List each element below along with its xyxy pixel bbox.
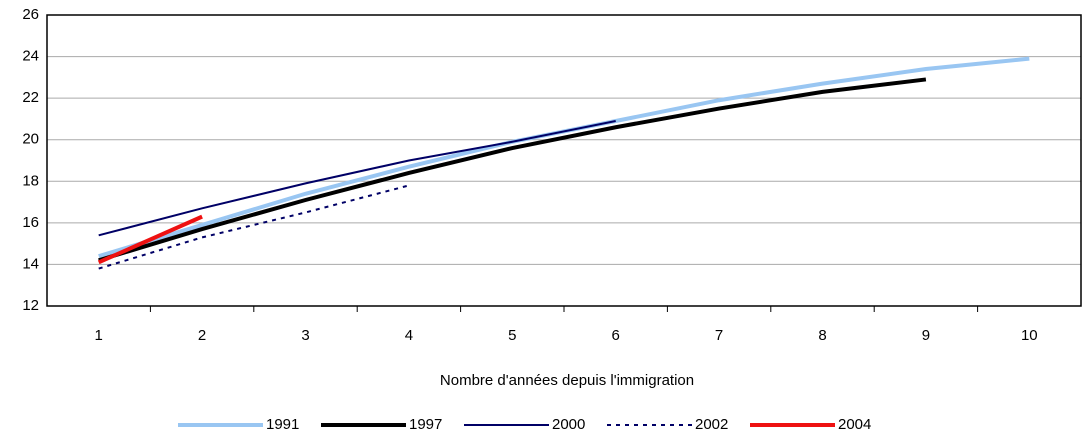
x-tick-label: 9 [922,327,930,344]
y-tick-label: 22 [22,89,39,106]
plot-frame [46,14,1082,307]
x-tick-label: 10 [1021,327,1038,344]
y-tick-label: 16 [22,214,39,231]
legend-label: 1991 [266,416,299,433]
legend-label: 1997 [409,416,442,433]
x-tick-label: 8 [818,327,826,344]
series-line [98,56,1030,259]
x-tick-label: 6 [612,327,620,344]
y-tick-label: 12 [22,297,39,314]
series-line [98,184,410,270]
x-tick-label: 4 [405,327,413,344]
series-line [97,214,203,265]
y-tick-label: 24 [22,48,39,65]
legend-label: 2004 [838,416,871,433]
x-axis-label: Nombre d'années depuis l'immigration [440,372,694,389]
legend-label: 2002 [695,416,728,433]
y-tick-label: 26 [22,6,39,23]
x-tick-label: 2 [198,327,206,344]
x-tick-label: 5 [508,327,516,344]
x-tick-label: 1 [95,327,103,344]
legend-label: 2000 [552,416,585,433]
x-tick-label: 7 [715,327,723,344]
x-tick-label: 3 [301,327,309,344]
y-tick-label: 20 [22,131,39,148]
y-tick-label: 14 [22,255,39,272]
series-line [98,120,616,237]
series-line [98,77,927,263]
y-tick-label: 18 [22,172,39,189]
